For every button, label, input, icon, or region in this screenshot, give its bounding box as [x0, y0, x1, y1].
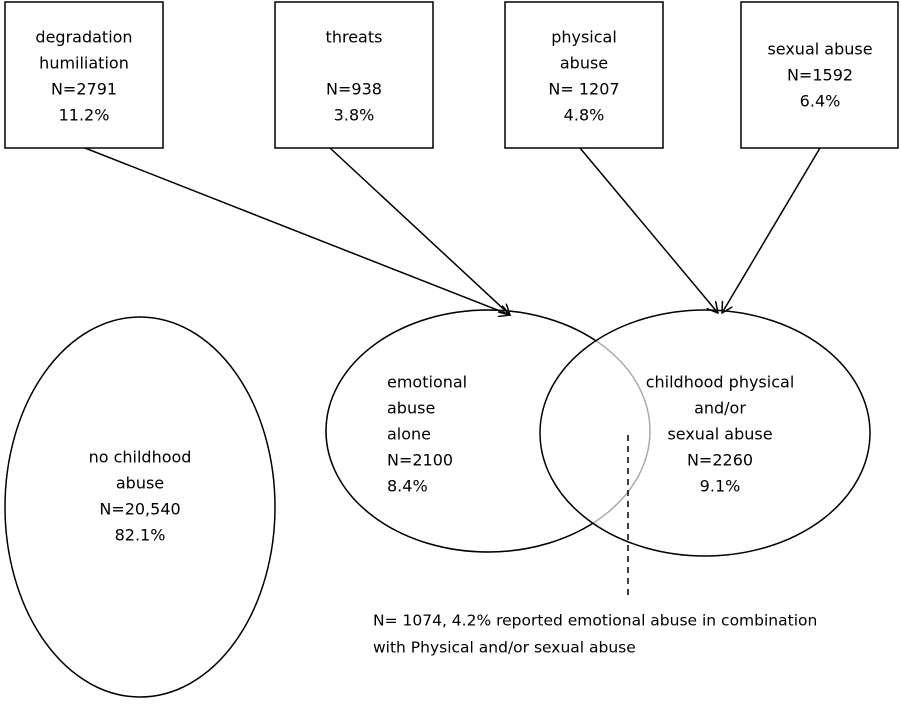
group-text: childhood physical [646, 373, 795, 392]
group-text: no childhood [89, 448, 192, 467]
group-text: N=20,540 [99, 500, 180, 519]
group-text: 82.1% [115, 526, 166, 545]
arrow [84, 147, 510, 315]
group-text: N=2100 [387, 451, 453, 470]
box-text: 6.4% [800, 92, 841, 111]
group-text: N=2260 [687, 451, 753, 470]
box-text: N=938 [326, 80, 382, 99]
group-text: alone [387, 425, 431, 444]
box-text: N= 1207 [548, 80, 619, 99]
ellipse-overlap [325, 309, 651, 553]
box-text: 3.8% [334, 106, 375, 125]
group-text: sexual abuse [667, 425, 772, 444]
box [504, 1, 664, 149]
box-text: N=1592 [787, 66, 853, 85]
arrow [579, 147, 718, 313]
annotation: with Physical and/or sexual abuse [373, 639, 636, 657]
group-text: and/or [694, 399, 746, 418]
box [274, 1, 434, 149]
box-text: physical [551, 28, 617, 47]
box-text: threats [326, 28, 383, 47]
box-text: N=2791 [51, 80, 117, 99]
box-text: sexual abuse [767, 40, 872, 59]
annotation: N= 1074, 4.2% reported emotional abuse i… [373, 612, 817, 630]
ellipse [325, 309, 651, 553]
box-text: 4.8% [564, 106, 605, 125]
box-text: degradation [35, 28, 132, 47]
group-text: abuse [387, 399, 435, 418]
arrow [722, 147, 821, 313]
arrow [329, 147, 510, 315]
ellipse [539, 309, 871, 557]
group-text: 8.4% [387, 477, 428, 496]
group-text: 9.1% [700, 477, 741, 496]
box-text: 11.2% [59, 106, 110, 125]
box-text: humiliation [39, 54, 129, 73]
group-text: emotional [387, 373, 467, 392]
box-text: abuse [560, 54, 608, 73]
ellipse [4, 316, 276, 698]
box [4, 1, 164, 149]
group-text: abuse [116, 474, 164, 493]
